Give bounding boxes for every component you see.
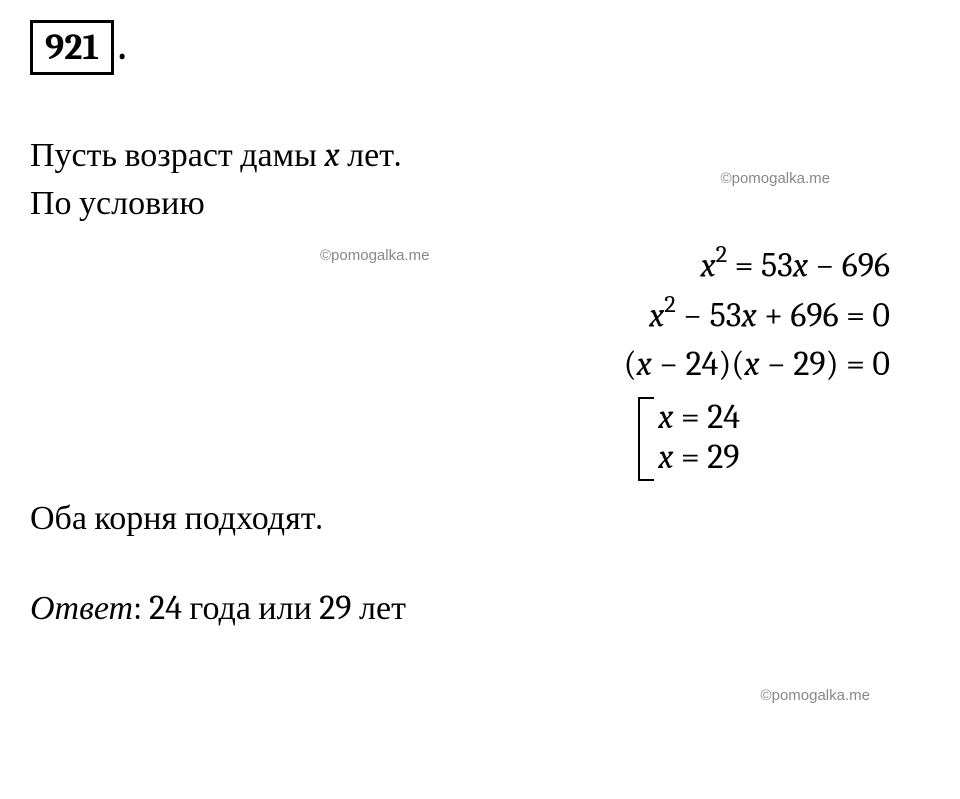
eq1-var: x [700,245,715,285]
intro-line-1: Пусть возраст дамы x лет. [30,135,930,175]
sol1-var: x [658,397,673,437]
problem-header: 921. [30,20,930,135]
eq3-var1: x [637,344,652,384]
eq1-rhs-var: x [793,245,808,285]
solution-bracket: x = 24 x = 29 [30,392,890,479]
solution-1: x = 24 [658,397,740,438]
problem-number: 921 [30,20,114,75]
sol1-eq: = 24 [673,397,740,437]
answer-line: Ответ: 24 года или 29 лет [30,588,930,628]
eq1-const: − 696 [808,245,890,285]
watermark-1: ©pomogalka.me [721,170,830,187]
math-equations: x2 = 53x − 696 x2 − 53x + 696 = 0 (x − 2… [30,243,930,478]
equation-2: x2 − 53x + 696 = 0 [30,293,890,335]
intro-variable: x [325,135,340,175]
eq2-const: + 696 = 0 [757,296,890,336]
bracket-icon [638,397,654,481]
eq3-mid2: − 29) = 0 [760,344,890,384]
eq2-mid: − 53 [676,296,742,336]
eq3-open: ( [624,344,637,384]
eq2-exp: 2 [664,291,676,319]
eq2-var1: x [649,296,664,336]
equation-3: (x − 24)(x − 29) = 0 [30,344,890,384]
answer-text: : 24 года или 29 лет [133,588,406,628]
equation-1: x2 = 53x − 696 [30,243,890,285]
sol2-var: x [658,437,673,477]
problem-number-period: . [118,27,126,68]
intro-text-suffix: лет. [340,135,401,175]
intro-text-prefix: Пусть возраст дамы [30,135,325,175]
intro-line-2: По условию [30,183,930,223]
eq1-exp: 2 [716,241,728,269]
eq3-mid1: − 24)( [652,344,745,384]
answer-label: Ответ [30,588,133,628]
watermark-3: ©pomogalka.me [761,687,870,704]
solution-2: x = 29 [658,437,740,478]
eq2-var2: x [741,296,756,336]
eq3-var2: x [744,344,759,384]
eq1-rhs: = 53 [727,245,793,285]
watermark-2: ©pomogalka.me [320,247,429,264]
sol2-eq: = 29 [673,437,739,477]
conclusion-text: Оба корня подходят. [30,498,930,538]
